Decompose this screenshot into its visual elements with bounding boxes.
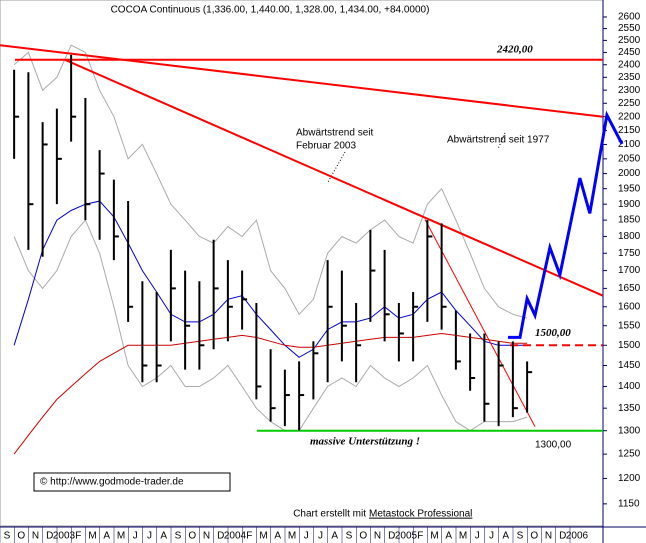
x-tick-label: S <box>175 531 182 542</box>
y-tick-label: 2350 <box>618 72 641 83</box>
x-tick-label: M <box>288 531 296 542</box>
y-tick-label: 1850 <box>618 215 641 226</box>
x-tick-label: A <box>445 531 452 542</box>
x-tick-label: F <box>75 531 81 542</box>
x-tick-label: A <box>274 531 281 542</box>
x-tick-label: J <box>133 531 138 542</box>
y-tick-label: 2600 <box>618 12 641 23</box>
y-tick-label: 1150 <box>618 499 640 510</box>
x-tick-label: M <box>88 531 96 542</box>
chart-title: COCOA Continuous (1,336.00, 1,440.00, 1,… <box>111 5 430 16</box>
copyright-box <box>33 472 231 492</box>
x-tick-label: M <box>430 531 438 542</box>
y-tick-label: 2200 <box>618 111 641 122</box>
credit: Chart erstellt mit <box>293 509 366 520</box>
x-tick-label: J <box>304 531 309 542</box>
x-tick-label: M <box>459 531 467 542</box>
y-tick-label: 2300 <box>618 85 641 96</box>
x-tick-label: S <box>517 531 524 542</box>
x-tick-label: F <box>246 531 252 542</box>
y-tick-label: 2250 <box>618 98 641 109</box>
x-tick-label: O <box>359 531 367 542</box>
projection-line <box>508 110 624 339</box>
plot-frame <box>0 0 604 527</box>
annotation: massive Unterstützung ! <box>310 436 420 448</box>
y-tick-label: 1750 <box>618 248 641 259</box>
x-tick-label: 2004 <box>224 531 247 542</box>
x-tick-label: S <box>4 531 11 542</box>
x-tick-label: O <box>17 531 25 542</box>
y-tick-label: 1450 <box>618 360 641 371</box>
trend-line <box>424 219 536 427</box>
y-tick-label: 1200 <box>618 473 641 484</box>
x-tick-label: J <box>318 531 323 542</box>
x-tick-label: S <box>346 531 353 542</box>
y-tick-label: 1350 <box>618 403 641 414</box>
y-tick-label: 1550 <box>618 320 641 331</box>
x-tick-label: J <box>475 531 480 542</box>
annotation: Februar 2003 <box>296 141 356 152</box>
x-tick-label: O <box>188 531 196 542</box>
x-tick-label: D <box>559 531 566 542</box>
y-tick-label: 2050 <box>618 153 641 164</box>
x-tick-label: D <box>388 531 395 542</box>
y-tick-label: 2500 <box>618 35 641 46</box>
level-label: 1500,00 <box>535 327 571 339</box>
x-tick-label: N <box>545 531 552 542</box>
copyright: © http://www.godmode-trader.de <box>40 477 184 488</box>
x-tick-label: O <box>530 531 538 542</box>
x-tick-label: N <box>374 531 381 542</box>
moving-line <box>13 219 528 432</box>
y-tick-label: 1600 <box>618 301 641 312</box>
level-label: 1300,00 <box>535 439 572 450</box>
y-tick-label: 1700 <box>618 265 641 276</box>
y-tick-label: 1900 <box>618 199 641 210</box>
y-tick-label: 1400 <box>618 381 641 392</box>
x-tick-label: D <box>217 531 224 542</box>
x-tick-label: 2006 <box>566 531 589 542</box>
x-tick-label: N <box>32 531 39 542</box>
x-tick-label: F <box>417 531 423 542</box>
y-tick-label: 2550 <box>618 23 641 34</box>
y-tick-label: 2150 <box>618 125 641 136</box>
y-tick-label: 1950 <box>618 183 641 194</box>
moving-line <box>13 44 528 319</box>
x-tick-label: D <box>46 531 53 542</box>
y-tick-label: 1650 <box>618 283 641 294</box>
x-tick-label: N <box>203 531 210 542</box>
annotation: Abwärtstrend seit 1977 <box>447 135 550 146</box>
y-tick-label: 2450 <box>618 47 641 58</box>
trend-line <box>64 58 604 297</box>
y-tick-label: 2000 <box>618 168 641 179</box>
y-tick-label: 1300 <box>618 425 641 436</box>
x-tick-label: M <box>259 531 267 542</box>
y-tick-label: 1500 <box>618 340 641 351</box>
y-tick-label: 1250 <box>618 449 641 460</box>
x-tick-label: M <box>117 531 125 542</box>
x-tick-label: 2005 <box>395 531 418 542</box>
x-tick-label: A <box>331 531 338 542</box>
x-tick-label: A <box>160 531 167 542</box>
annotation: Abwärtstrend seit <box>296 128 373 139</box>
x-tick-label: A <box>103 531 110 542</box>
y-tick-label: 1800 <box>618 231 641 242</box>
x-tick-label: A <box>502 531 509 542</box>
x-tick-label: J <box>147 531 152 542</box>
level-label: 2420,00 <box>496 43 533 55</box>
y-tick-label: 2100 <box>618 139 641 150</box>
y-tick-label: 2400 <box>618 59 641 70</box>
credit-link[interactable]: Metastock Professional <box>369 509 472 520</box>
moving-line <box>13 332 528 455</box>
x-tick-label: J <box>489 531 494 542</box>
trend-line <box>0 44 604 118</box>
x-tick-label: 2003 <box>53 531 76 542</box>
